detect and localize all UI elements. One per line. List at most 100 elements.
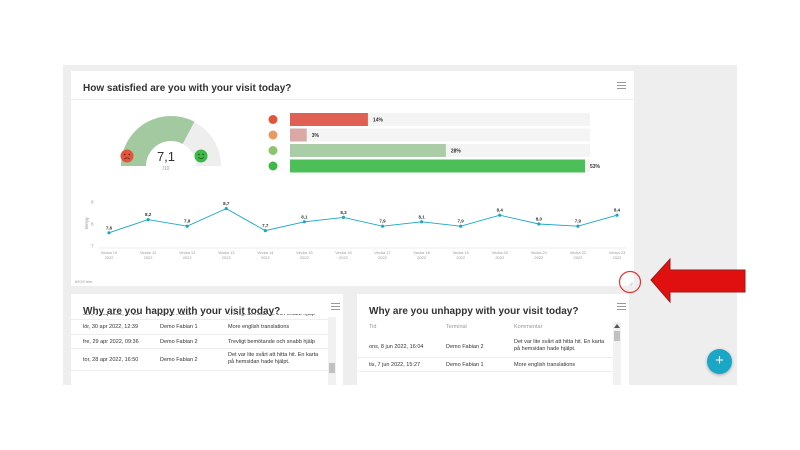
x-tick-label: Vecka 23 [609,250,626,255]
cell-terminal: Demo Fabian 2 [446,343,484,350]
trend-point[interactable] [615,213,619,217]
trend-data-label: 7,9 [184,219,191,224]
y-tick-label: 9 [91,200,94,205]
rating-bar-label: 14% [373,118,384,124]
trend-data-label: 8,4 [497,208,504,213]
column-time[interactable]: Tid [369,324,377,330]
rating-bar-label: 53% [590,164,601,170]
x-tick-label: Vecka 12 [179,250,196,255]
trend-data-label: 8,4 [614,208,621,213]
column-terminal[interactable]: Terminal [446,324,467,330]
cell-time: ons, 8 jun 2022, 16:04 [369,343,424,350]
sad-face-icon [120,149,134,163]
x-tick-label: Vecka 21 [531,250,548,255]
x-tick-year: 2022 [222,255,232,260]
x-tick-label: Vecka 11 [140,250,157,255]
trend-data-label: 8,7 [223,201,230,206]
table-row[interactable]: fre, 29 apr 2022, 09:36 Demo Fabian 2 Trev… [71,335,331,349]
rating-face-icon [268,161,278,171]
cell-comment: Trevligt bemötande och snabb hjälp [228,338,315,345]
trend-point[interactable] [380,224,385,228]
unhappy-menu-icon[interactable] [617,303,626,310]
trend-data-label: 7,7 [262,223,269,228]
rating-bar-label: 28% [451,149,462,155]
y-tick-label: 7 [91,244,94,249]
trend-point[interactable] [459,224,463,228]
unhappy-scrollbar[interactable] [613,322,621,385]
scroll-up-icon[interactable] [614,324,620,328]
x-tick-year: 2022 [495,255,505,260]
cell-comment: Det var lite svårt att hitta hit. En kar… [514,339,605,352]
x-tick-year: 2022 [300,255,310,260]
x-tick-year: 2022 [183,255,193,260]
x-tick-year: 2022 [378,255,388,260]
trend-data-label: 7,9 [458,219,465,224]
y-axis-label: Betyg [84,217,89,229]
happy-table: sön, 1 maj 2022, 17:28 Demo Fabian 2 Trevl… [71,314,335,385]
trend-point[interactable] [498,213,502,217]
trend-point[interactable] [185,224,189,228]
table-row[interactable] [357,372,617,385]
dashboard: How satisfied are you with your visit to… [63,65,737,385]
trend-data-label: 7,6 [106,225,113,230]
rating-bar [290,128,307,142]
cell-comment: More english translations [228,324,290,330]
cell-time: tis, 7 jun 2022, 15:27 [369,361,421,368]
trend-data-label: 8,3 [340,210,347,215]
rating-bar-label: 3% [312,133,320,139]
trend-point[interactable] [420,220,424,224]
x-tick-label: Vecka 17 [374,250,391,255]
table-row[interactable]: sön, 1 maj 2022, 17:28 Demo Fabian 2 Trevl… [71,314,331,320]
unhappy-scrollbar-thumb[interactable] [614,331,620,341]
x-tick-year: 2022 [456,255,466,260]
unhappy-table-header: Tid Terminal Kommentar [357,322,619,334]
trend-point[interactable] [341,215,346,219]
satisfaction-card: How satisfied are you with your visit to… [71,71,634,286]
table-row[interactable]: tis, 7 jun 2022, 15:27 Demo Fabian 1 More … [357,358,617,372]
table-row[interactable]: lör, 30 apr 2022, 12:39 Demo Fabian 1 More… [71,320,331,335]
column-comment[interactable]: Kommentar [514,324,543,330]
add-widget-button[interactable]: + [707,349,732,374]
happy-menu-icon[interactable] [331,303,340,310]
trend-point[interactable] [224,207,228,211]
trend-point[interactable] [146,218,150,222]
happy-face-icon [194,149,208,163]
cell-terminal: Demo Fabian 2 [160,338,198,345]
x-tick-year: 2022 [261,255,271,260]
happy-scrollbar-thumb[interactable] [329,363,335,373]
x-tick-label: Vecka 14 [257,250,274,255]
trend-point[interactable] [263,229,267,233]
trend-point[interactable] [107,231,111,235]
y-tick-label: 8 [91,222,94,227]
satisfaction-title: How satisfied are you with your visit to… [83,83,292,94]
cell-terminal: Demo Fabian 2 [160,356,198,363]
x-tick-label: Vecka 18 [413,250,430,255]
x-tick-year: 2022 [339,255,349,260]
trend-point[interactable] [537,222,541,226]
satisfaction-menu-icon[interactable] [617,82,626,89]
trend-data-label: 8,1 [418,214,425,219]
x-tick-year: 2022 [613,255,623,260]
trend-point[interactable] [302,220,306,224]
trend-data-label: 8,1 [301,214,308,219]
table-row[interactable]: tor, 28 apr 2022, 16:50 Demo Fabian 2 Det … [71,349,331,371]
rating-face-icon [268,130,278,140]
x-tick-label: Vecka 19 [452,250,469,255]
gauge-score-max: /10 [162,166,170,172]
happy-title: Why are you happy with your visit today? [83,306,281,317]
x-tick-label: Vecka 10 [101,250,118,255]
table-row[interactable]: ons, 8 jun 2022, 16:04 Demo Fabian 2 Det v… [357,336,617,358]
cell-time: sön, 1 maj 2022, 17:28 [83,314,139,317]
trend-data-label: 7,9 [379,219,386,224]
rating-bar [290,113,368,126]
x-tick-year: 2022 [573,255,583,260]
happy-scrollbar[interactable] [328,317,336,385]
trend-data-label: 7,9 [575,219,582,224]
chart-credits: 69'29 trier [75,279,93,284]
x-tick-year: 2022 [534,255,544,260]
trend-point[interactable] [576,224,580,228]
x-tick-label: Vecka 13 [218,250,235,255]
trend-line [108,208,618,234]
unhappy-table: ons, 8 jun 2022, 16:04 Demo Fabian 2 Det v… [357,336,619,385]
